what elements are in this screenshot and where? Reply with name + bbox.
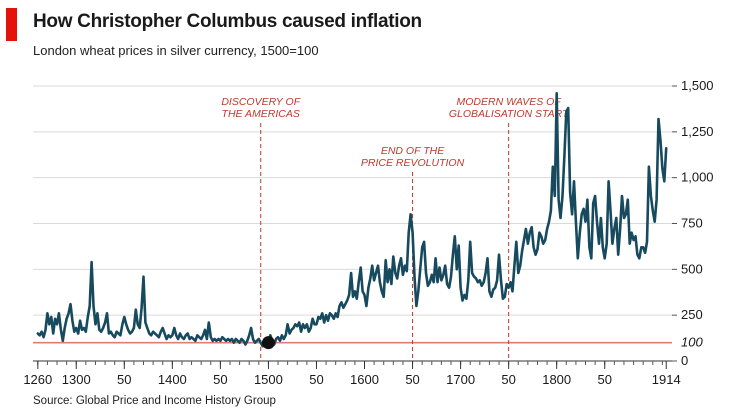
- x-tick-label: 1600: [350, 372, 379, 387]
- x-tick-label: 50: [598, 372, 612, 387]
- annotation-label: END OF THE: [381, 145, 445, 157]
- series-line: [36, 92, 668, 348]
- y-tick-label: 250: [681, 307, 703, 322]
- x-tick-label: 1500: [254, 372, 283, 387]
- axes: 0 250 500 750 1,000 1,250 1,500 100 1260 1300 50 14…: [23, 78, 713, 387]
- chart-subtitle: London wheat prices in silver currency, …: [33, 43, 319, 58]
- annotation-label: GLOBALISATION START: [449, 108, 570, 120]
- y-tick-label: 0: [681, 353, 688, 368]
- x-tick-label: 1700: [446, 372, 475, 387]
- y-tick-label: 750: [681, 216, 703, 231]
- x-tick-label: 1914: [652, 372, 681, 387]
- series: [36, 92, 668, 348]
- annotation-label: DISCOVERY OF: [221, 96, 300, 108]
- annotation-label: THE AMERICAS: [222, 108, 300, 120]
- x-tick-label: 1300: [62, 372, 91, 387]
- chart-title: How Christopher Columbus caused inflatio…: [33, 11, 422, 32]
- x-tick-label: 50: [501, 372, 515, 387]
- marker: [261, 336, 275, 350]
- accent-bar: [6, 8, 17, 41]
- annotation-label: PRICE REVOLUTION: [361, 157, 465, 169]
- baseline-label: 100: [681, 335, 703, 350]
- x-tick-label: 1400: [158, 372, 187, 387]
- x-tick-label: 50: [309, 372, 323, 387]
- x-tick-label: 50: [213, 372, 227, 387]
- y-tick-label: 1,500: [681, 78, 714, 93]
- baseline-marker-dot: [261, 336, 275, 350]
- x-tick-label: 1260: [23, 372, 52, 387]
- y-tick-label: 1,250: [681, 124, 714, 139]
- x-tick-label: 50: [117, 372, 131, 387]
- source-note: Source: Global Price and Income History …: [33, 395, 276, 407]
- x-tick-label: 50: [405, 372, 419, 387]
- x-tick-label: 1800: [542, 372, 571, 387]
- y-tick-label: 1,000: [681, 170, 714, 185]
- annotation-label: MODERN WAVES OF: [457, 96, 562, 108]
- y-tick-label: 500: [681, 261, 703, 276]
